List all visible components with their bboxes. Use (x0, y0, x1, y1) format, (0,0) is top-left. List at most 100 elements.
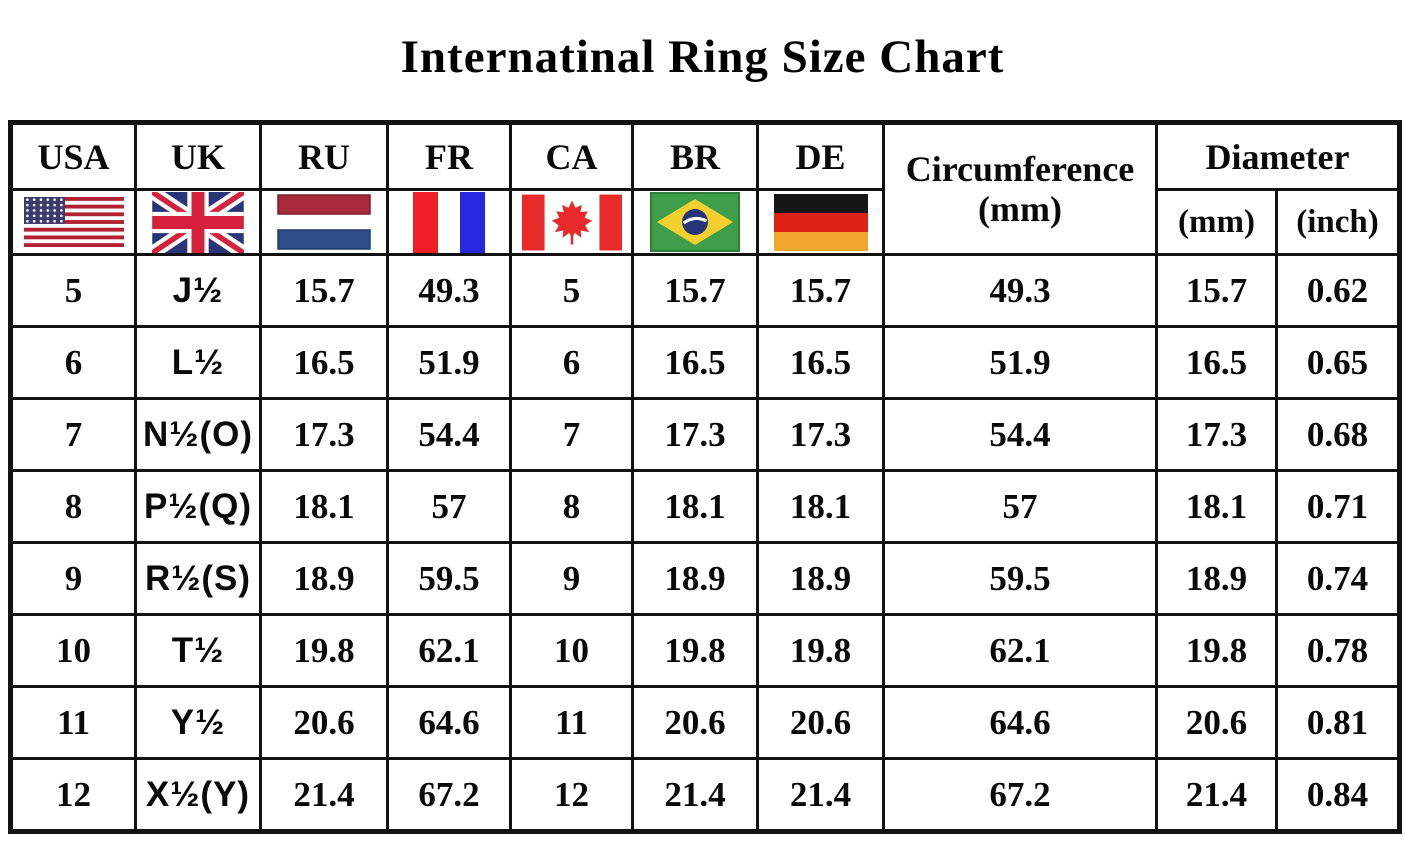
table-row: 7 N½(O) 17.3 54.4 7 17.3 17.3 54.4 17.3 0.68 (9, 397, 1401, 472)
cell-fr: 59.5 (386, 541, 512, 616)
cell-br: 18.9 (631, 541, 759, 616)
cell-fr: 67.2 (386, 757, 512, 833)
cell-de: 18.9 (756, 541, 885, 616)
germany-flag-icon (773, 193, 868, 251)
brazil-flag-cell (631, 188, 759, 256)
cell-br: 17.3 (631, 397, 759, 472)
cell-ru: 15.7 (259, 253, 389, 328)
table-body: 5 J½ 15.7 49.3 5 15.7 15.7 49.3 15.7 0.62 6 L½ 16.5 5… (9, 253, 1401, 833)
table-row: 12 X½(Y) 21.4 67.2 12 21.4 21.4 67.2 21.4 0.84 (9, 757, 1401, 833)
cell-ru: 20.6 (259, 685, 389, 760)
cell-de: 21.4 (756, 757, 885, 833)
page-title: Internatinal Ring Size Chart (400, 31, 1005, 83)
column-header-uk: UK (134, 121, 262, 191)
table-row: 8 P½(Q) 18.1 57 8 18.1 18.1 57 18.1 0.71 (9, 469, 1401, 544)
cell-fr: 57 (386, 469, 512, 544)
cell-de: 17.3 (756, 397, 885, 472)
circumference-unit: (mm) (978, 189, 1062, 229)
cell-usa: 12 (9, 757, 137, 833)
cell-uk: X½(Y) (134, 757, 262, 833)
cell-ca: 10 (509, 613, 634, 688)
russia-flag-cell (259, 188, 389, 256)
cell-circumference-mm: 57 (882, 469, 1158, 544)
cell-uk: N½(O) (134, 397, 262, 472)
cell-diameter-mm: 16.5 (1155, 325, 1278, 400)
table-row: 10 T½ 19.8 62.1 10 19.8 19.8 62.1 19.8 0.78 (9, 613, 1401, 688)
cell-diameter-mm: 19.8 (1155, 613, 1278, 688)
cell-usa: 8 (9, 469, 137, 544)
cell-diameter-mm: 18.1 (1155, 469, 1278, 544)
column-header-usa: USA (9, 121, 137, 191)
france-flag-cell (386, 188, 512, 256)
cell-circumference-mm: 51.9 (882, 325, 1158, 400)
table-row: 5 J½ 15.7 49.3 5 15.7 15.7 49.3 15.7 0.62 (9, 253, 1401, 328)
table-row: 6 L½ 16.5 51.9 6 16.5 16.5 51.9 16.5 0.65 (9, 325, 1401, 400)
column-header-br: BR (631, 121, 759, 191)
russia-flag-icon (277, 192, 371, 252)
cell-uk: L½ (134, 325, 262, 400)
cell-de: 16.5 (756, 325, 885, 400)
cell-br: 19.8 (631, 613, 759, 688)
table-row: 11 Y½ 20.6 64.6 11 20.6 20.6 64.6 20.6 0.81 (9, 685, 1401, 760)
cell-fr: 54.4 (386, 397, 512, 472)
cell-diameter-inch: 0.65 (1275, 325, 1401, 400)
cell-diameter-mm: 15.7 (1155, 253, 1278, 328)
cell-diameter-inch: 0.62 (1275, 253, 1401, 328)
cell-ru: 18.1 (259, 469, 389, 544)
usa-flag-icon (23, 197, 124, 247)
uk-flag-cell (134, 188, 262, 256)
cell-usa: 5 (9, 253, 137, 328)
cell-de: 19.8 (756, 613, 885, 688)
cell-diameter-inch: 0.84 (1275, 757, 1401, 833)
germany-flag-cell (756, 188, 885, 256)
diameter-mm-header: (mm) (1155, 188, 1278, 256)
cell-br: 21.4 (631, 757, 759, 833)
cell-diameter-mm: 18.9 (1155, 541, 1278, 616)
cell-circumference-mm: 64.6 (882, 685, 1158, 760)
cell-usa: 11 (9, 685, 137, 760)
cell-br: 15.7 (631, 253, 759, 328)
circumference-label: Circumference (905, 148, 1135, 189)
cell-br: 20.6 (631, 685, 759, 760)
cell-circumference-mm: 67.2 (882, 757, 1158, 833)
cell-ca: 6 (509, 325, 634, 400)
cell-ru: 19.8 (259, 613, 389, 688)
cell-fr: 49.3 (386, 253, 512, 328)
column-header-ca: CA (509, 121, 634, 191)
cell-usa: 10 (9, 613, 137, 688)
cell-de: 18.1 (756, 469, 885, 544)
cell-diameter-inch: 0.81 (1275, 685, 1401, 760)
header-row-flags: (mm) (inch) (9, 188, 1401, 256)
cell-circumference-mm: 62.1 (882, 613, 1158, 688)
ring-size-table: USA UK RU FR CA BR DE Circumference (mm)… (8, 120, 1402, 834)
cell-diameter-mm: 20.6 (1155, 685, 1278, 760)
cell-diameter-inch: 0.74 (1275, 541, 1401, 616)
diameter-inch-header: (inch) (1275, 188, 1401, 256)
brazil-flag-icon (650, 192, 740, 252)
cell-de: 20.6 (756, 685, 885, 760)
table-row: 9 R½(S) 18.9 59.5 9 18.9 18.9 59.5 18.9 0.74 (9, 541, 1401, 616)
cell-fr: 62.1 (386, 613, 512, 688)
cell-br: 18.1 (631, 469, 759, 544)
uk-flag-icon (152, 192, 244, 252)
cell-circumference-mm: 59.5 (882, 541, 1158, 616)
canada-flag-icon (521, 194, 622, 250)
column-header-fr: FR (386, 121, 512, 191)
cell-usa: 9 (9, 541, 137, 616)
cell-ru: 17.3 (259, 397, 389, 472)
column-header-de: DE (756, 121, 885, 191)
cell-ca: 9 (509, 541, 634, 616)
cell-diameter-inch: 0.78 (1275, 613, 1401, 688)
column-header-diameter: Diameter (1155, 121, 1401, 191)
cell-fr: 64.6 (386, 685, 512, 760)
cell-diameter-mm: 17.3 (1155, 397, 1278, 472)
cell-uk: Y½ (134, 685, 262, 760)
column-header-circumference: Circumference (mm) (882, 121, 1158, 256)
cell-ru: 16.5 (259, 325, 389, 400)
usa-flag-cell (9, 188, 137, 256)
cell-circumference-mm: 49.3 (882, 253, 1158, 328)
france-flag-icon (402, 192, 496, 252)
cell-de: 15.7 (756, 253, 885, 328)
cell-usa: 6 (9, 325, 137, 400)
